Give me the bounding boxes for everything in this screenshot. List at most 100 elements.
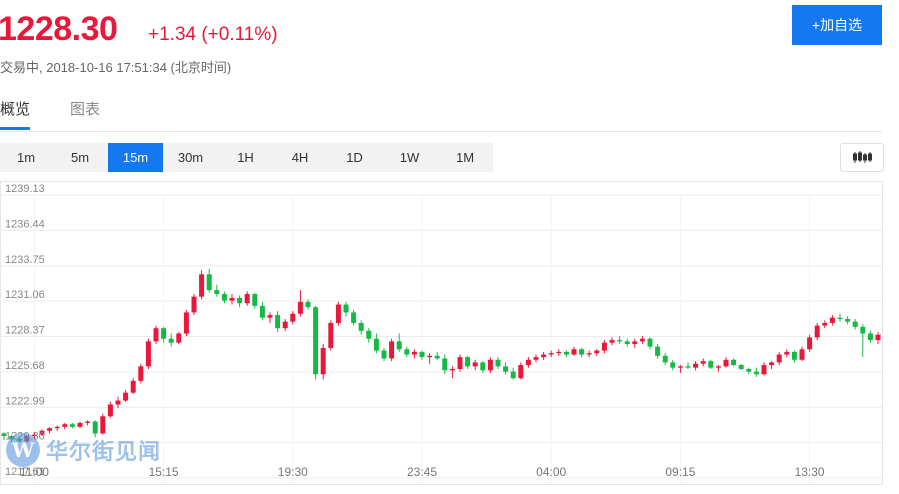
candle-body — [366, 330, 372, 339]
x-tick-label: 19:30 — [278, 465, 308, 479]
candle — [784, 349, 790, 358]
candle — [662, 353, 668, 366]
candle-body — [161, 328, 167, 339]
period-1d[interactable]: 1D — [346, 150, 363, 165]
candle-body — [62, 424, 68, 427]
candle-body — [746, 368, 752, 372]
candle-body — [495, 359, 501, 367]
chart-grid — [0, 194, 882, 484]
candle-body — [723, 359, 729, 367]
candle — [145, 338, 151, 369]
candle — [723, 357, 729, 368]
candle-body — [176, 333, 182, 343]
y-tick-label: 1236.44 — [5, 218, 45, 230]
candle — [434, 351, 440, 360]
tab-overview[interactable]: 概览 — [0, 101, 31, 118]
candle-body — [335, 304, 341, 323]
x-tick-label: 23:45 — [407, 465, 437, 479]
add-to-watchlist-button[interactable]: +加自选 — [792, 5, 882, 45]
candle — [396, 333, 402, 352]
candle-body — [168, 338, 174, 343]
x-tick-label: 04:00 — [536, 465, 566, 479]
candle-body — [199, 274, 205, 297]
candlestick-chart[interactable]: 1239.13 1236.44 1233.75 1231.06 1228.37 1225.… — [0, 181, 899, 494]
candle — [495, 357, 501, 369]
period-4h[interactable]: 4H — [291, 150, 309, 165]
candle-body — [267, 315, 273, 318]
candle-body — [138, 366, 144, 381]
candle — [829, 315, 835, 326]
candle-body — [715, 366, 721, 368]
period-15m[interactable]: 15m — [108, 143, 163, 172]
candle — [639, 336, 645, 344]
candle-body — [814, 325, 820, 338]
active-tab-indicator — [0, 127, 30, 130]
candle — [69, 422, 75, 429]
period-1m[interactable]: 1m — [16, 150, 36, 165]
candle — [860, 324, 866, 358]
view-tabs: 概览 图表 — [0, 98, 882, 132]
candle — [609, 337, 615, 346]
candle — [807, 334, 813, 352]
candle — [579, 347, 585, 358]
candle — [221, 291, 227, 304]
candle-body — [320, 347, 326, 375]
tab-chart[interactable]: 图表 — [70, 101, 101, 118]
candle — [693, 361, 699, 371]
period-1m-month[interactable]: 1M — [455, 150, 475, 165]
candle-body — [822, 322, 828, 326]
candle-body — [85, 421, 91, 423]
candle-body — [449, 368, 455, 371]
candle-body — [548, 353, 554, 355]
candle-body — [503, 366, 509, 372]
candle-body — [358, 322, 364, 331]
candle-body — [206, 274, 212, 291]
candle-body — [396, 341, 402, 350]
y-tick-label: 1239.13 — [5, 183, 45, 195]
candle-body — [145, 341, 151, 367]
candle — [586, 350, 592, 358]
watermark-text: 华尔街见闻 — [46, 439, 162, 465]
candle-body — [518, 365, 524, 379]
candle — [244, 291, 250, 306]
candle — [229, 294, 235, 305]
candle-body — [411, 351, 417, 355]
candle — [358, 320, 364, 335]
candle — [138, 363, 144, 384]
candle — [107, 401, 113, 418]
candle-body — [373, 338, 379, 351]
candle-body — [860, 326, 866, 334]
candle — [282, 319, 288, 331]
candle — [761, 362, 767, 376]
candle — [313, 305, 319, 380]
candle-body — [92, 421, 98, 434]
candle — [533, 354, 539, 363]
candle-body — [594, 350, 600, 354]
candle — [267, 312, 273, 323]
candle-body — [381, 350, 387, 359]
chart-type-button[interactable] — [840, 143, 884, 172]
candle-body — [776, 354, 782, 363]
candle — [381, 347, 387, 362]
trading-status: 交易中, 2018-10-16 17:51:34 (北京时间) — [0, 60, 232, 75]
x-tick-label: 15:15 — [149, 465, 179, 479]
candle — [525, 357, 531, 368]
candle-body — [229, 297, 235, 301]
candle-body — [875, 334, 881, 341]
candle-body — [153, 328, 159, 342]
period-5m[interactable]: 5m — [70, 150, 90, 165]
candle — [214, 284, 220, 297]
period-1w[interactable]: 1W — [399, 150, 420, 165]
candle-body — [183, 312, 189, 334]
candle — [54, 425, 60, 431]
candle-body — [670, 362, 676, 368]
candle — [442, 354, 448, 375]
candle — [852, 319, 858, 330]
period-1h[interactable]: 1H — [237, 150, 254, 165]
y-tick-label: 1231.06 — [5, 289, 45, 301]
candle — [700, 358, 706, 367]
candle-body — [639, 338, 645, 342]
period-30m[interactable]: 30m — [177, 150, 204, 165]
candle — [328, 320, 334, 351]
period-selector: 1m 5m 15m 30m 1H 4H 1D 1W 1M — [0, 143, 493, 172]
